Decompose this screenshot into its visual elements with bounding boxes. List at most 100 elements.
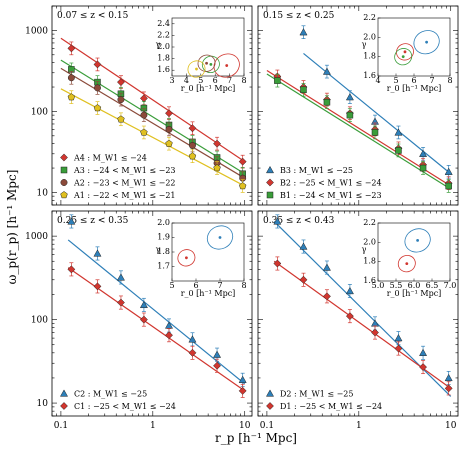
legend-label: D1 : −25 < M_W1 ≤ −24 — [280, 402, 382, 411]
inset-x-tick-label: 6.0 — [408, 281, 421, 290]
inset-x-tick-label: 5 — [393, 76, 398, 85]
y-tick-label: 100 — [31, 107, 48, 117]
data-point — [444, 384, 453, 393]
panel-bottom-right: 0.1 1 10 0.35 ≤ z < 0.43 D2 : M_W1 ≤ −25 D1 :… — [257, 210, 459, 431]
data-point — [238, 182, 247, 190]
inset-contour — [201, 55, 220, 74]
data-point — [299, 242, 308, 250]
inset-x-label: r_0 [h⁻¹ Mpc] — [387, 84, 442, 93]
data-point — [213, 350, 222, 358]
legend-label: D2 : M_W1 ≤ −25 — [280, 390, 353, 399]
data-point — [345, 93, 354, 101]
data-point — [213, 139, 222, 148]
panel-frame — [51, 210, 253, 417]
data-point — [67, 44, 76, 53]
panel-title: 0.25 ≤ z < 0.35 — [57, 216, 129, 226]
legend-label: A3 : −24 < M_W1 ≤ −23 — [73, 166, 176, 175]
x-tick-label: 10 — [445, 421, 457, 431]
fit-line — [60, 88, 246, 187]
data-point — [419, 164, 427, 172]
data-point — [188, 124, 197, 133]
data-point — [67, 93, 76, 101]
x-tick-label: 10 — [239, 421, 251, 431]
legend-marker — [60, 166, 68, 174]
inset-x-tick-label: 5 — [169, 281, 174, 290]
data-point — [273, 217, 282, 225]
panel-frame — [51, 5, 253, 206]
inset-x-tick-label: 7 — [429, 76, 434, 85]
inset-frame — [377, 17, 451, 77]
data-point — [116, 273, 125, 281]
data-point — [322, 292, 331, 301]
data-point — [67, 265, 76, 274]
inset-x-tick-label: 5.0 — [372, 281, 385, 290]
data-point — [213, 164, 221, 172]
data-point — [116, 78, 125, 87]
data-point — [188, 152, 197, 160]
inset: 4 5 6 7 8 1.6 1.8 2.0 2.2 r_0 [h⁻¹ Mpc] γ — [362, 13, 453, 93]
legend-label: B3 : M_W1 ≤ −25 — [280, 166, 353, 175]
inset-y-label: γ — [156, 40, 161, 49]
data-point — [444, 373, 453, 382]
data-point — [371, 129, 379, 136]
data-point — [419, 149, 428, 157]
data-point — [345, 312, 354, 321]
data-point — [67, 217, 76, 225]
inset-y-tick-label: 1.7 — [157, 262, 170, 271]
panel-bottom-left: 0.1 1 10 10 100 1000 0.25 ≤ z < 0.35 C2 : M_W1 … — [25, 210, 253, 431]
panel-top-right: 0.15 ≤ z < 0.25 B3 : M_W1 ≤ −25 B2 : −25 <… — [257, 5, 459, 206]
data-point — [165, 125, 173, 133]
data-point — [139, 300, 148, 309]
data-point — [238, 375, 247, 383]
legend-marker — [60, 153, 68, 162]
inset-y-tick-label: 2.0 — [363, 237, 376, 246]
data-point — [394, 334, 403, 342]
y-tick-label: 1000 — [25, 232, 48, 242]
data-point — [273, 259, 282, 268]
inset-point — [218, 236, 222, 239]
inset-contour — [404, 228, 431, 253]
inset-x-tick-label: 6.5 — [426, 281, 439, 290]
inset-y-tick-label: 2.2 — [363, 13, 376, 22]
data-point — [116, 298, 125, 307]
inset-y-tick-label: 1.8 — [363, 52, 376, 61]
inset-contour — [187, 60, 206, 78]
data-point — [394, 344, 403, 353]
inset-x-tick-label: 8 — [241, 76, 246, 85]
data-point — [346, 111, 354, 119]
y-axis-label: ω_p(r_p) [h⁻¹ Mpc] — [5, 170, 19, 285]
data-point — [274, 77, 281, 84]
x-tick-label: 1 — [150, 421, 156, 431]
inset-x-tick-label: 8 — [241, 281, 246, 290]
data-point — [139, 315, 148, 324]
inset-x-tick-label: 7 — [227, 76, 232, 85]
inset-contour — [206, 225, 234, 250]
inset-point — [403, 50, 407, 54]
panel-top-left: 10 100 1000 0.07 ≤ z < 0.15 A4 : M_W1 ≤ −24 A… — [25, 5, 253, 206]
legend-label: C2 : M_W1 ≤ −25 — [74, 390, 147, 399]
data-point — [117, 96, 125, 104]
data-point — [300, 86, 307, 94]
data-point — [419, 363, 428, 372]
inset-point — [185, 256, 188, 260]
data-point — [394, 128, 403, 136]
inset-x-tick-label: 4 — [375, 76, 380, 85]
data-point — [140, 128, 148, 136]
legend-marker — [60, 191, 68, 199]
data-point — [164, 321, 174, 329]
legend-label: A1 : −22 < M_W1 ≤ −21 — [73, 191, 176, 200]
data-point — [93, 60, 102, 69]
inset-y-tick-label: 1.6 — [363, 71, 376, 80]
inset-y-tick-label: 1.6 — [363, 276, 376, 285]
inset-x-tick-label: 3 — [169, 76, 174, 85]
inset-y-tick-label: 2.0 — [157, 42, 170, 51]
inset-y-tick-label: 2.0 — [363, 32, 376, 41]
y-tick-label: 10 — [37, 399, 49, 409]
inset-point — [405, 262, 409, 265]
x-tick-label: 1 — [356, 421, 362, 431]
data-point — [165, 109, 173, 118]
inset-frame — [171, 222, 245, 282]
y-tick-label: 10 — [37, 188, 49, 198]
